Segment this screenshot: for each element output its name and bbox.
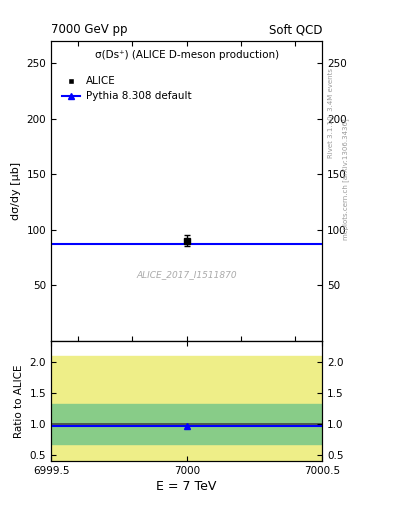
Y-axis label: dσ/dy [μb]: dσ/dy [μb] bbox=[11, 162, 21, 220]
Bar bbox=[51, 356, 322, 460]
Legend: ALICE, Pythia 8.308 default: ALICE, Pythia 8.308 default bbox=[62, 76, 191, 101]
Text: mcplots.cern.ch [arXiv:1306.3436]: mcplots.cern.ch [arXiv:1306.3436] bbox=[342, 118, 349, 240]
Text: ALICE_2017_I1511870: ALICE_2017_I1511870 bbox=[136, 270, 237, 280]
X-axis label: E = 7 TeV: E = 7 TeV bbox=[156, 480, 217, 493]
Text: Rivet 3.1.10, 3.4M events: Rivet 3.1.10, 3.4M events bbox=[328, 68, 334, 158]
Y-axis label: Ratio to ALICE: Ratio to ALICE bbox=[14, 364, 24, 438]
Bar bbox=[51, 404, 322, 443]
Text: 7000 GeV pp: 7000 GeV pp bbox=[51, 24, 128, 36]
Text: Soft QCD: Soft QCD bbox=[269, 24, 322, 36]
Text: σ(Ds⁺) (ALICE D-meson production): σ(Ds⁺) (ALICE D-meson production) bbox=[95, 50, 279, 60]
